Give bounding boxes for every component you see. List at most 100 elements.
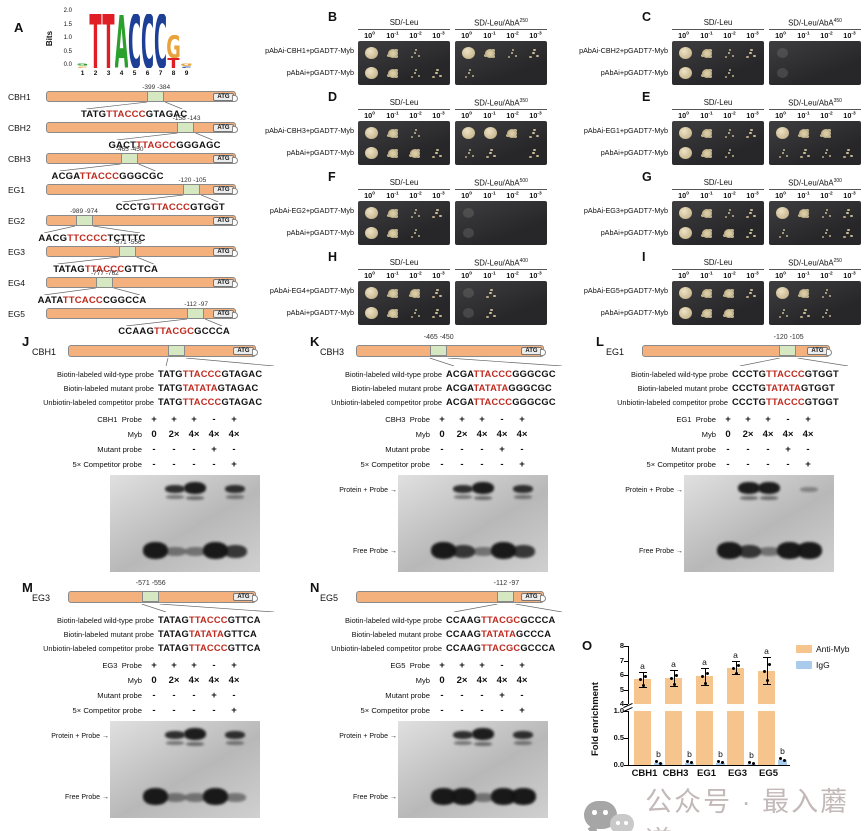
gene-name: EG1	[8, 185, 26, 195]
site-positions: -989 -974	[70, 208, 98, 215]
panel-G: G pAbAi-EG3+pGADT7-Myb pAbAi+pGADT7-Myb …	[550, 168, 864, 248]
yeast-colony	[749, 231, 752, 235]
free-probe-band	[142, 542, 168, 559]
free-probe-band	[184, 793, 206, 802]
probe-label: Biotin-labeled wild-type probe	[57, 615, 154, 625]
free-probe-band	[224, 793, 246, 802]
x-category-label: EG3	[727, 768, 748, 779]
logo-letter: G	[167, 35, 180, 58]
logo-x-tick: 4	[119, 70, 124, 77]
condition-value: +	[211, 690, 217, 701]
yeast-colony	[435, 291, 438, 295]
condition-label: Myb	[415, 430, 430, 439]
condition-value: -	[500, 414, 504, 425]
binding-site	[141, 591, 159, 602]
callout-lines	[122, 195, 219, 202]
condition-value: +	[765, 414, 771, 425]
condition-value: +	[211, 444, 217, 455]
condition-value: 0	[151, 675, 157, 686]
yeast-colony	[467, 71, 470, 75]
logo-letter: c	[77, 66, 88, 68]
condition-value: 4×	[208, 675, 220, 686]
site-positions: -158 -143	[172, 115, 201, 122]
condition-value: -	[212, 705, 216, 716]
yeast-colony	[679, 67, 693, 79]
condition-value: 2×	[742, 429, 754, 440]
sig-letter: a	[671, 658, 676, 669]
probe-label: Unbiotin-labeled competitor probe	[331, 397, 442, 407]
yeast-colony	[463, 208, 475, 218]
callout-lines	[453, 604, 563, 612]
logo-y-tick: 1.5	[63, 21, 72, 28]
condition-value: +	[151, 414, 157, 425]
y-tick-label: 8	[619, 641, 624, 650]
condition-label: EG5 Probe	[390, 661, 430, 670]
yeast-colony	[749, 291, 752, 295]
yeast-colony	[846, 211, 849, 215]
yeast-colony	[365, 227, 379, 239]
condition-value: 4×	[476, 675, 488, 686]
gene-name: CBH1	[8, 92, 31, 102]
logo-x-tick: 3	[106, 70, 111, 77]
condition-value: +	[805, 459, 811, 470]
yeast-colony	[435, 71, 438, 75]
probe-sequence: TATGTATATAGTAGAC	[158, 383, 259, 393]
yeast-colony	[489, 291, 492, 295]
logo-letter: c	[181, 66, 192, 68]
condition-value: -	[746, 444, 750, 455]
media-aba-label: SD/-Leu/AbA300	[769, 178, 861, 190]
logo-letter: T	[89, 14, 101, 68]
yeast-plate	[672, 201, 764, 245]
dilution-label: 10-3	[529, 271, 542, 280]
promoter-bar: ATG	[68, 345, 258, 357]
logo-column: A	[115, 15, 128, 68]
dilution-label: 100	[775, 191, 786, 200]
legend-swatch	[796, 661, 812, 669]
probe-sequence: ACGATATATAGGGCGC	[446, 383, 552, 393]
condition-value: +	[499, 444, 505, 455]
condition-value: +	[231, 705, 237, 716]
panel-letter-F: F	[328, 170, 336, 184]
free-probe-label: Free Probe →	[353, 548, 397, 555]
condition-value: 4×	[762, 429, 774, 440]
logo-y-ticks: 2.0 1.5 1.0 0.5 0.0	[58, 8, 74, 68]
yeast-colony	[413, 211, 416, 215]
site-positions: -112 -97	[493, 580, 520, 587]
dilution-label: 10-2	[820, 111, 833, 120]
yeast-colony	[781, 151, 784, 155]
binding-site	[118, 246, 136, 257]
bar-anti-myb-lower	[634, 711, 651, 765]
construct-label: pAbAi+pGADT7-Myb	[600, 148, 668, 157]
yeast-colony	[799, 288, 810, 298]
yeast-colony	[532, 151, 535, 155]
yeast-colony	[462, 47, 476, 59]
gene-row-EG3: EG3 -571 -556 ATG TATAGTTACCCGTTCA	[6, 239, 298, 275]
condition-value: +	[171, 660, 177, 671]
yeast-colony	[846, 151, 849, 155]
media-aba-label: SD/-Leu/AbA400	[455, 258, 547, 270]
yeast-colony	[776, 287, 790, 299]
dilution-label: 10-3	[746, 111, 759, 120]
condition-value: -	[726, 444, 730, 455]
yeast-colony	[727, 211, 730, 215]
construct-label: pAbAi+pGADT7-Myb	[600, 68, 668, 77]
free-probe-band	[510, 788, 536, 805]
yeast-colony	[702, 308, 713, 318]
condition-value: -	[212, 660, 216, 671]
callout-lines	[43, 288, 141, 295]
logo-column: T	[89, 14, 102, 68]
shift-band-label: Protein + Probe →	[625, 487, 683, 494]
dilution-label: 10-2	[506, 111, 519, 120]
condition-label: 5× Competitor probe	[360, 460, 430, 469]
gene-name: EG5	[320, 593, 339, 603]
yeast-colony	[776, 127, 790, 139]
yeast-colony	[679, 47, 693, 59]
construct-label: pAbAi+pGADT7-Myb	[286, 148, 354, 157]
yeast-colony	[463, 288, 475, 298]
sig-letter: b	[687, 748, 692, 759]
condition-value: +	[459, 660, 465, 671]
logo-y-tick: 0.0	[63, 62, 72, 68]
media-aba-label: SD/-Leu/AbA450	[769, 18, 861, 30]
sig-letter: a	[733, 650, 738, 661]
